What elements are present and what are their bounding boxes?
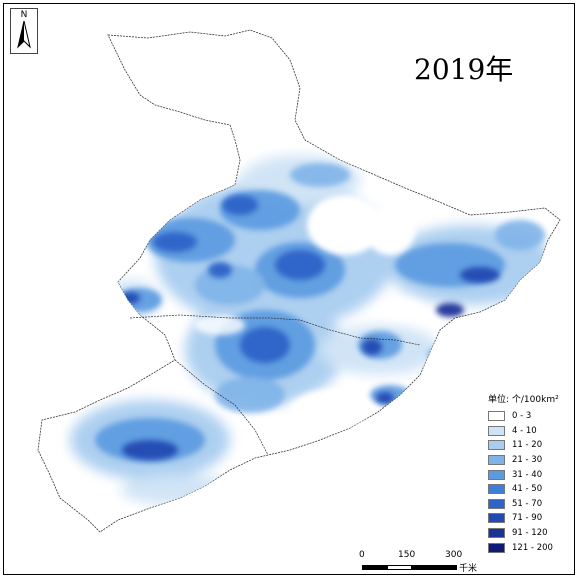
density-raster [70,155,555,505]
legend-swatch [488,411,505,422]
legend-swatch [488,455,505,466]
legend-rows: 0 - 3 4 - 10 11 - 20 21 - 30 31 - 40 41 - 50 5… [488,409,574,555]
legend-swatch [488,498,505,509]
legend-label: 41 - 50 [512,484,543,495]
scale-segment-1 [362,565,387,570]
legend-label: 91 - 120 [512,528,548,539]
legend-item: 31 - 40 [488,467,574,482]
legend-swatch [488,425,505,436]
province-boundary-2 [174,359,269,456]
province-boundary [129,314,421,346]
legend-swatch [488,513,505,524]
legend-label: 4 - 10 [512,425,537,436]
scale-tick-300: 300 [445,550,463,560]
legend-swatch [488,469,505,480]
north-label: N [20,10,28,20]
legend-title: 单位: 个/100km² [488,395,559,405]
legend-item: 11 - 20 [488,438,574,453]
legend-swatch [488,528,505,539]
map-frame [3,3,575,575]
legend-label: 51 - 70 [512,498,543,509]
legend-item: 21 - 30 [488,453,574,468]
legend-label: 31 - 40 [512,469,543,480]
legend-item: 41 - 50 [488,482,574,497]
scale-tick-150: 150 [398,550,416,560]
legend-item: 0 - 3 [488,409,574,424]
scale-segment-2 [387,565,412,570]
legend-item: 51 - 70 [488,497,574,512]
legend-swatch [488,440,505,451]
legend-label: 11 - 20 [512,440,543,451]
scale-segment-3 [412,565,457,570]
legend-item: 4 - 10 [488,424,574,439]
north-arrow: N [10,8,38,54]
scale-tick-0: 0 [359,550,365,560]
map-title: 2019年 [414,53,514,86]
legend-swatch [488,542,505,553]
legend-label: 21 - 30 [512,455,543,466]
legend: 单位: 个/100km² 0 - 3 4 - 10 11 - 20 21 - 30 31… [488,392,574,555]
north-arrow-icon [17,20,31,49]
legend-item: 91 - 120 [488,526,574,541]
legend-label: 71 - 90 [512,513,543,524]
legend-item: 121 - 200 [488,540,574,555]
legend-swatch [488,484,505,495]
legend-item: 71 - 90 [488,511,574,526]
legend-label: 0 - 3 [512,411,532,422]
scale-bar: 0 150 300 千米 [356,550,496,574]
scale-unit: 千米 [459,564,478,574]
legend-label: 121 - 200 [512,542,553,553]
